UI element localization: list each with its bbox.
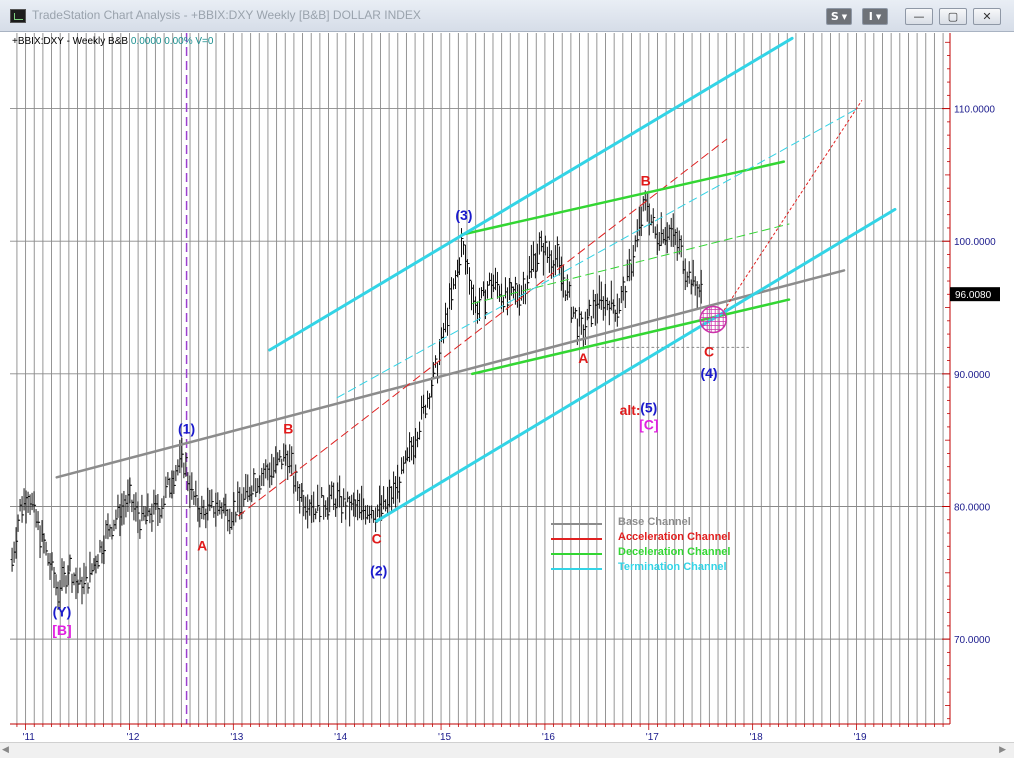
legend-entry: Acceleration Channel xyxy=(618,531,730,543)
channel-line xyxy=(238,138,728,517)
plot-background xyxy=(10,33,950,724)
title-bar: TradeStation Chart Analysis - +BBIX:DXY … xyxy=(0,0,1014,32)
caret-down-icon: ▼ xyxy=(875,12,882,21)
x-tick-label: '16 xyxy=(542,732,555,743)
channel-line xyxy=(268,36,794,352)
symbol-header: +BBIX:DXY - Weekly B&B 0.0000 0.00% V=0 xyxy=(12,36,213,47)
i-dropdown-button[interactable]: I ▼ xyxy=(862,8,888,25)
wave-label: (5) xyxy=(640,399,657,415)
window-title: TradeStation Chart Analysis - +BBIX:DXY … xyxy=(32,8,421,22)
minimize-button[interactable]: — xyxy=(905,8,933,25)
wave-label: A xyxy=(578,350,588,366)
channel-lines xyxy=(55,36,897,523)
x-tick-label: '12 xyxy=(126,732,139,743)
s-dropdown-button[interactable]: S ▼ xyxy=(826,8,852,25)
target-zone-circle xyxy=(699,305,727,334)
channel-line xyxy=(375,207,897,523)
legend-entry: Deceleration Channel xyxy=(618,546,730,558)
caret-down-icon: ▼ xyxy=(841,12,848,21)
wave-label: (3) xyxy=(455,207,472,223)
price-series xyxy=(10,190,703,610)
wave-label: B xyxy=(283,421,293,437)
maximize-icon: ▢ xyxy=(947,10,959,23)
wave-label: alt: xyxy=(620,402,641,418)
y-tick-label: 70.0000 xyxy=(954,635,991,646)
x-tick-label: '11 xyxy=(23,732,36,743)
x-tick-label: '19 xyxy=(854,732,867,743)
grid xyxy=(10,33,950,724)
scroll-left-icon[interactable]: ◀ xyxy=(2,744,9,754)
legend: Base Channel Acceleration Channel Decelera… xyxy=(551,516,730,573)
wave-labels: (Y) [B] (1) A B C (2) (3) A B C (4) alt: (5) [C] xyxy=(52,173,717,639)
channel-line xyxy=(470,298,791,376)
channel-line xyxy=(471,223,790,305)
horizontal-scrollbar[interactable]: ◀ ▶ xyxy=(0,742,1014,758)
volume-value: V=0 xyxy=(195,36,214,47)
y-tick-label: 100.0000 xyxy=(954,237,996,248)
axes: 70.0000 80.0000 90.0000 100.0000 110.0000 96.… xyxy=(10,33,1000,743)
wave-label: C xyxy=(704,344,714,360)
symbol-label: +BBIX:DXY - Weekly B&B xyxy=(12,36,129,47)
x-tick-label: '14 xyxy=(334,732,347,743)
close-button[interactable]: ✕ xyxy=(973,8,1001,25)
minimize-icon: — xyxy=(913,10,925,23)
price-chart[interactable]: (Y) [B] (1) A B C (2) (3) A B C (4) alt: (5) [C] Base … xyxy=(0,32,1014,758)
scroll-right-icon[interactable]: ▶ xyxy=(999,744,1006,754)
change-value: 0.0000 xyxy=(130,36,162,47)
chart-app-icon xyxy=(10,9,26,23)
y-tick-label: 110.0000 xyxy=(954,105,995,116)
maximize-button[interactable]: ▢ xyxy=(939,8,967,25)
wave-label: (1) xyxy=(178,421,195,437)
y-tick-label: 90.0000 xyxy=(954,370,991,381)
x-tick-label: '13 xyxy=(230,732,243,743)
channel-line xyxy=(460,160,786,236)
x-tick-label: '17 xyxy=(646,732,659,743)
y-tick-label: 80.0000 xyxy=(954,502,991,513)
wave-label: (4) xyxy=(700,365,717,381)
wave-label: (Y) xyxy=(53,604,72,620)
close-icon: ✕ xyxy=(982,10,992,23)
channel-line xyxy=(336,106,861,399)
wave-label: B xyxy=(641,173,651,189)
last-price-label: 96.0080 xyxy=(955,290,992,301)
wave-label: A xyxy=(197,537,207,553)
wave-label: (2) xyxy=(370,562,387,578)
channel-line xyxy=(55,269,846,479)
change-pct: 0.00% xyxy=(164,36,193,47)
x-tick-label: '18 xyxy=(750,732,763,743)
legend-entry: Base Channel xyxy=(618,516,691,528)
x-tick-label: '15 xyxy=(438,732,451,743)
legend-entry: Termination Channel xyxy=(618,561,727,573)
wave-label: [C] xyxy=(639,417,658,433)
wave-label: C xyxy=(372,531,382,547)
last-price-box xyxy=(950,287,1000,302)
wave-label: [B] xyxy=(52,622,71,638)
target-zone xyxy=(699,305,727,334)
